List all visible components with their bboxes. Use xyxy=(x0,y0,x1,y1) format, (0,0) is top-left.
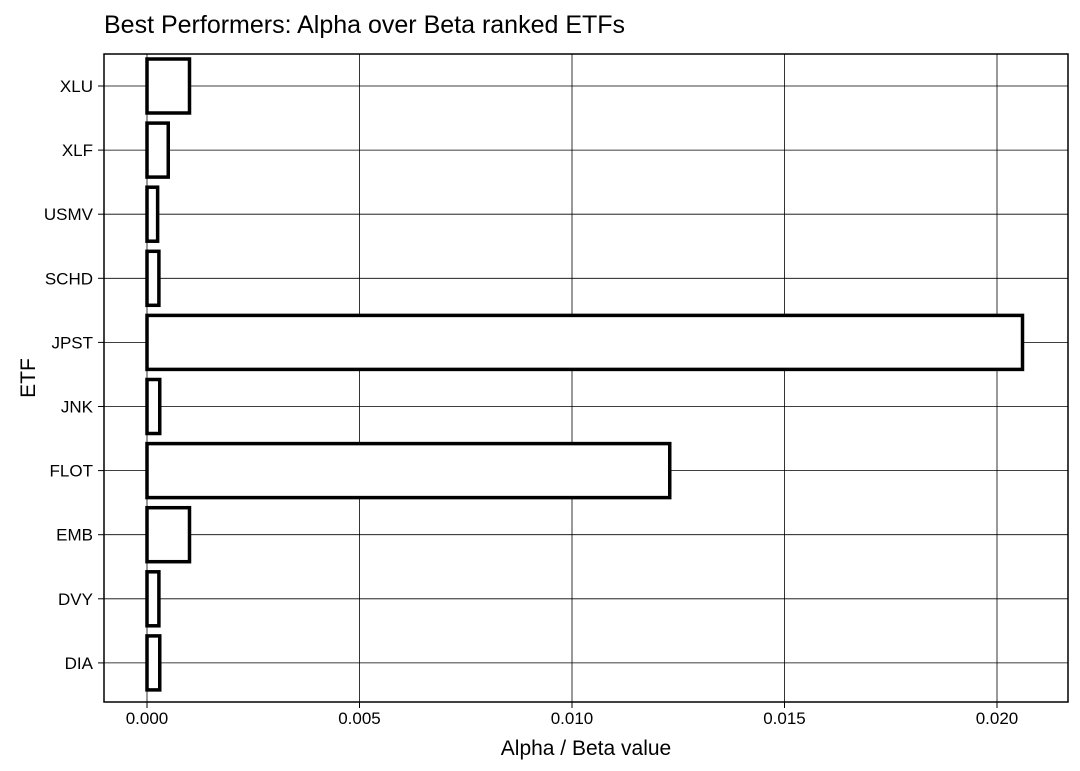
bar-dvy xyxy=(145,570,161,628)
bar-flot xyxy=(145,441,672,500)
x-tick-label: 0.005 xyxy=(338,709,381,728)
y-tick-label: USMV xyxy=(44,205,94,224)
bar-dia xyxy=(145,634,162,692)
plot-frame xyxy=(103,53,1069,703)
bar-jpst xyxy=(145,313,1025,372)
bar-xlf xyxy=(145,121,170,179)
bar-xlu xyxy=(145,57,192,115)
x-tick-label: 0.010 xyxy=(551,709,594,728)
x-tick-label: 0.020 xyxy=(976,709,1019,728)
y-tick-label: DVY xyxy=(58,590,93,609)
y-tick-label: XLF xyxy=(62,141,93,160)
x-tick-label: 0.015 xyxy=(763,709,806,728)
bar-jnk xyxy=(145,377,162,436)
y-tick-label: JNK xyxy=(61,398,94,417)
bar-usmv xyxy=(145,185,160,243)
y-tick-label: FLOT xyxy=(50,462,93,481)
x-axis: 0.000 0.005 0.010 0.015 0.020 xyxy=(126,702,1019,728)
y-tick-label: XLU xyxy=(60,77,93,96)
y-axis-label: ETF xyxy=(17,358,40,398)
grid-lines xyxy=(104,54,1068,702)
chart-title: Best Performers: Alpha over Beta ranked … xyxy=(104,11,626,39)
bar-schd xyxy=(145,249,161,308)
bars xyxy=(145,57,1025,692)
y-tick-label: JPST xyxy=(51,333,93,352)
x-axis-label: Alpha / Beta value xyxy=(501,737,671,760)
bar-emb xyxy=(145,505,192,564)
y-tick-label: EMB xyxy=(56,526,93,545)
y-axis: XLU XLF USMV SCHD JPST JNK FLOT EMB DVY DIA xyxy=(44,77,104,673)
y-tick-label: DIA xyxy=(65,654,94,673)
y-tick-label: SCHD xyxy=(45,269,93,288)
x-tick-label: 0.000 xyxy=(126,709,169,728)
